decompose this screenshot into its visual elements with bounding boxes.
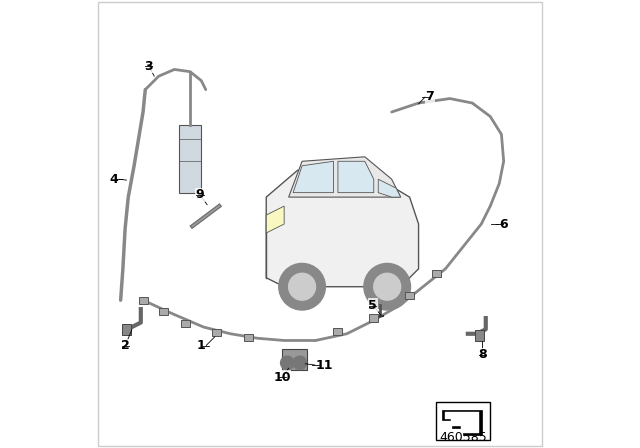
Polygon shape: [179, 125, 202, 193]
Bar: [369, 314, 378, 322]
Bar: [333, 328, 342, 335]
Bar: [159, 308, 168, 315]
Bar: [181, 320, 190, 327]
Circle shape: [374, 273, 401, 300]
Polygon shape: [338, 161, 374, 193]
Text: 5: 5: [369, 299, 377, 312]
Bar: [244, 334, 253, 341]
Bar: [282, 349, 307, 370]
Text: 1: 1: [197, 339, 206, 353]
Bar: [139, 297, 148, 304]
Polygon shape: [266, 206, 284, 233]
Text: 7: 7: [425, 90, 434, 103]
Bar: [405, 292, 414, 299]
Text: 8: 8: [478, 348, 486, 362]
Polygon shape: [293, 161, 333, 193]
Text: 6: 6: [499, 217, 508, 231]
Circle shape: [364, 263, 410, 310]
Bar: [122, 324, 131, 335]
Circle shape: [293, 356, 307, 370]
Bar: [436, 402, 490, 440]
Text: 9: 9: [196, 188, 204, 202]
Text: 4: 4: [109, 172, 118, 186]
Bar: [432, 270, 441, 277]
Text: 10: 10: [273, 370, 291, 384]
Circle shape: [280, 356, 294, 370]
Polygon shape: [442, 410, 482, 435]
Circle shape: [289, 273, 316, 300]
Polygon shape: [445, 412, 479, 433]
Text: 3: 3: [145, 60, 153, 73]
Text: 11: 11: [316, 358, 333, 372]
Bar: [212, 329, 221, 336]
Text: 460585: 460585: [440, 431, 487, 444]
Polygon shape: [289, 157, 401, 197]
Bar: [475, 330, 484, 341]
Polygon shape: [378, 179, 401, 197]
Polygon shape: [266, 170, 419, 287]
Text: 2: 2: [121, 339, 129, 353]
Circle shape: [279, 263, 325, 310]
